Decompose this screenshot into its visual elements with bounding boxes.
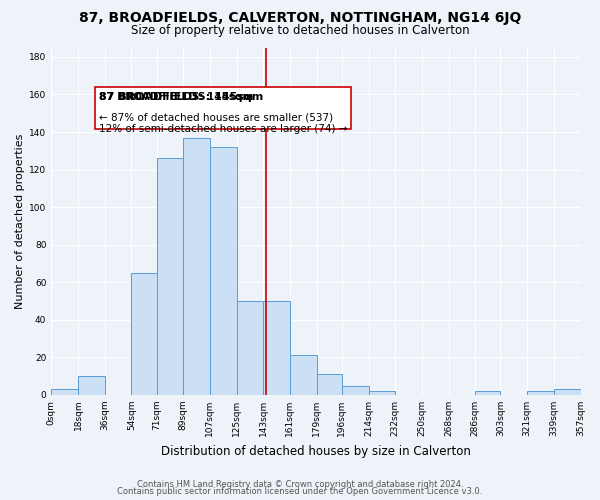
Bar — [78, 376, 104, 395]
Bar — [183, 138, 210, 395]
Bar — [157, 158, 183, 395]
Bar — [527, 391, 554, 395]
Bar — [368, 391, 395, 395]
Bar — [290, 356, 317, 395]
Bar — [236, 301, 263, 395]
Bar — [475, 391, 500, 395]
Bar — [342, 386, 368, 395]
Bar — [131, 273, 157, 395]
Text: Size of property relative to detached houses in Calverton: Size of property relative to detached ho… — [131, 24, 469, 37]
Text: Contains public sector information licensed under the Open Government Licence v3: Contains public sector information licen… — [118, 487, 482, 496]
Y-axis label: Number of detached properties: Number of detached properties — [15, 134, 25, 309]
Text: Contains HM Land Registry data © Crown copyright and database right 2024.: Contains HM Land Registry data © Crown c… — [137, 480, 463, 489]
Bar — [317, 374, 342, 395]
Bar — [51, 390, 78, 395]
Text: 87 BROADFIELDS: 145sqm: 87 BROADFIELDS: 145sqm — [99, 92, 253, 102]
Text: ← 87% of detached houses are smaller (537)
12% of semi-detached houses are large: ← 87% of detached houses are smaller (53… — [99, 112, 347, 134]
X-axis label: Distribution of detached houses by size in Calverton: Distribution of detached houses by size … — [161, 444, 471, 458]
Text: 87, BROADFIELDS, CALVERTON, NOTTINGHAM, NG14 6JQ: 87, BROADFIELDS, CALVERTON, NOTTINGHAM, … — [79, 11, 521, 25]
Text: 87 BROADFIELDS: 145sqm
← 87% of detached houses are smaller (537)
12% of semi-de: 87 BROADFIELDS: 145sqm ← 87% of detached… — [99, 92, 347, 125]
Bar — [263, 301, 290, 395]
Text: 87 BROADFIELDS: 145sqm: 87 BROADFIELDS: 145sqm — [99, 92, 263, 102]
Bar — [210, 147, 236, 395]
Bar — [554, 390, 581, 395]
